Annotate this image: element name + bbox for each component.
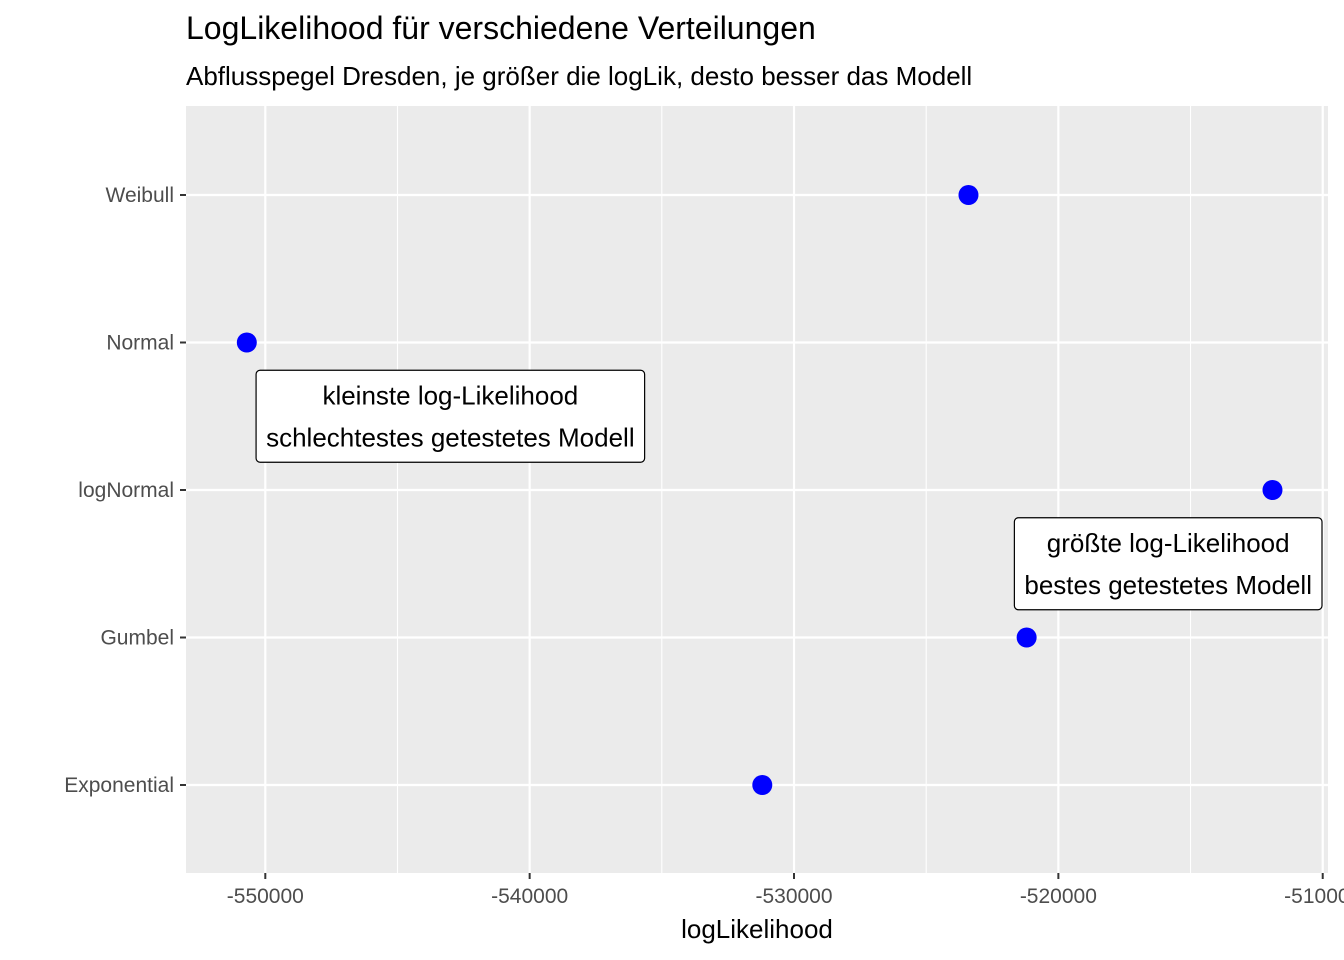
data-point	[752, 775, 773, 795]
data-point	[1262, 480, 1283, 500]
x-tick-label: -510000	[1284, 885, 1344, 908]
x-axis-title: logLikelihood	[681, 914, 833, 944]
annotations: kleinste log-Likelihood schlechtestes get…	[255, 369, 1323, 611]
x-tick-label: -520000	[1020, 885, 1097, 908]
annotation-line: kleinste log-Likelihood	[322, 381, 578, 411]
x-tick-label: -550000	[227, 885, 304, 908]
data-point	[236, 332, 257, 353]
annotation-label: größte log-Likelihood bestes getestetes M…	[1013, 517, 1323, 611]
y-tick-label: Gumbel	[100, 627, 174, 650]
annotation-box	[255, 369, 646, 463]
annotation-line: größte log-Likelihood	[1047, 528, 1290, 558]
y-axis: Weibull Normal logNormal Gumbel Exponential	[64, 184, 186, 797]
data-points	[236, 185, 1283, 795]
x-axis: -550000 -540000 -530000 -520000 -510000	[227, 873, 1344, 908]
chart-title: LogLikelihood für verschiedene Verteilun…	[186, 10, 816, 46]
annotation-box	[1013, 517, 1323, 611]
y-tick-label: Normal	[106, 332, 174, 355]
x-tick-label: -530000	[755, 885, 832, 908]
annotation-line: bestes getestetes Modell	[1024, 570, 1312, 600]
annotation-label: kleinste log-Likelihood schlechtestes get…	[255, 369, 646, 463]
x-tick-label: -540000	[491, 885, 568, 908]
annotation-line: schlechtestes getestetes Modell	[266, 423, 635, 453]
data-point	[1016, 627, 1037, 648]
y-tick-label: Weibull	[106, 184, 174, 207]
chart-subtitle: Abflusspegel Dresden, je größer die logL…	[186, 61, 972, 91]
y-tick-label: Exponential	[64, 774, 174, 797]
y-tick-label: logNormal	[78, 479, 174, 502]
data-point	[958, 185, 979, 205]
